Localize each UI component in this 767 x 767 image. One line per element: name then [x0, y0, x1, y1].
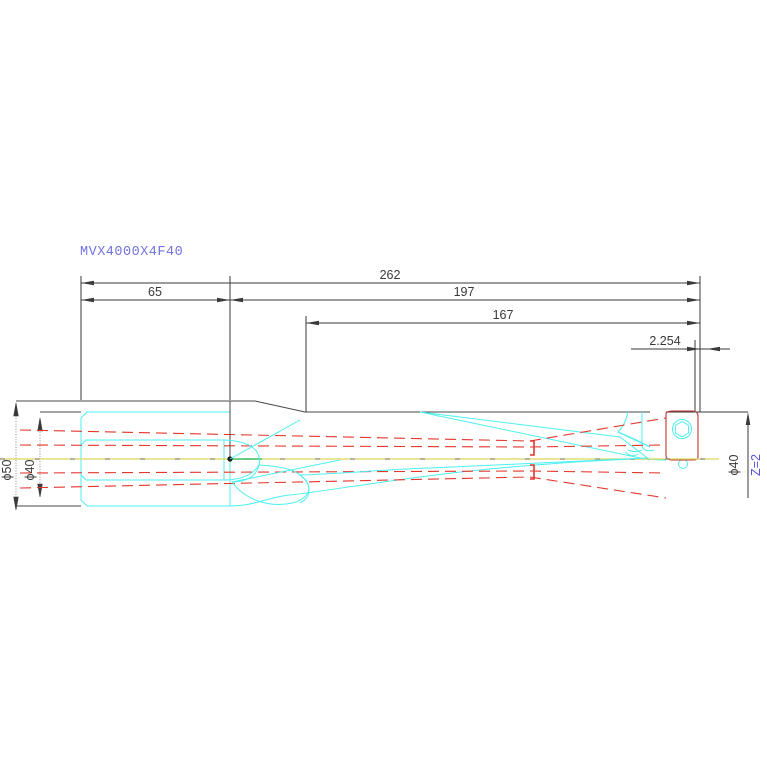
svg-text:MVX4000X4F40: MVX4000X4F40 [80, 245, 183, 260]
svg-text:65: 65 [148, 285, 162, 299]
svg-text:ϕ50: ϕ50 [0, 460, 14, 481]
svg-text:ϕ40: ϕ40 [727, 455, 741, 476]
svg-text:167: 167 [493, 308, 514, 322]
svg-text:ϕ40: ϕ40 [23, 460, 37, 481]
svg-text:197: 197 [454, 285, 475, 299]
svg-text:262: 262 [380, 268, 401, 282]
svg-text:2.254: 2.254 [649, 334, 680, 348]
svg-text:Z=2: Z=2 [749, 454, 763, 476]
